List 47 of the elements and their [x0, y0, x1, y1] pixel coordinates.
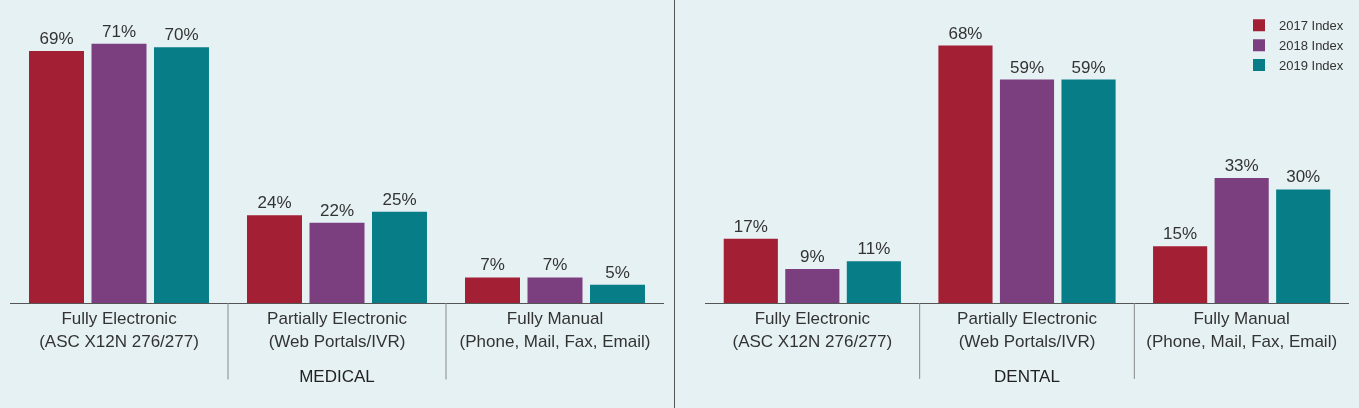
- bar: [1061, 79, 1116, 303]
- bar: [785, 268, 840, 303]
- data-label: 33%: [1224, 156, 1259, 176]
- data-label: 69%: [39, 28, 74, 48]
- legend-label: 2018 Index: [1279, 38, 1344, 54]
- x-axis-title: MEDICAL: [299, 366, 375, 386]
- data-label: 5%: [605, 262, 630, 282]
- data-label: 30%: [1286, 167, 1321, 187]
- x-tick-label: Fully Manual (Phone, Mail, Fax, Email): [459, 309, 651, 351]
- bar: [247, 215, 302, 303]
- data-label: 70%: [164, 25, 199, 45]
- bar: [154, 47, 209, 303]
- legend-label: 2017 Index: [1279, 18, 1344, 34]
- data-label: 11%: [857, 239, 891, 259]
- bar: [723, 238, 778, 303]
- bar: [999, 79, 1055, 303]
- bar: [29, 50, 84, 303]
- data-label: 7%: [542, 255, 568, 275]
- data-label: 22%: [319, 200, 355, 220]
- bar: [91, 43, 147, 303]
- data-label: 68%: [948, 23, 983, 43]
- data-label: 9%: [800, 246, 825, 266]
- x-tick-label: Partially Electronic (Web Portals/IVR): [267, 309, 408, 351]
- data-label: 59%: [1009, 57, 1045, 77]
- bar: [527, 277, 583, 303]
- bar: [465, 277, 520, 303]
- legend-label: 2019 Index: [1279, 58, 1344, 74]
- data-label: 7%: [480, 255, 505, 275]
- x-tick-label: Partially Electronic (Web Portals/IVR): [957, 309, 1098, 351]
- data-label: 71%: [101, 21, 137, 41]
- bar: [309, 222, 365, 303]
- x-axis-title: DENTAL: [994, 366, 1060, 386]
- bar: [590, 284, 645, 303]
- x-tick-label: Fully Manual (Phone, Mail, Fax, Email): [1146, 309, 1338, 351]
- data-label: 24%: [257, 193, 292, 213]
- bar: [372, 211, 427, 303]
- bar: [1153, 246, 1208, 303]
- data-label: 17%: [733, 216, 768, 236]
- data-label: 15%: [1163, 224, 1198, 244]
- bar: [1214, 178, 1269, 303]
- x-tick-label: Fully Electronic (ASC X12N 276/277): [39, 309, 199, 351]
- bar: [1276, 189, 1331, 303]
- data-label: 25%: [382, 189, 417, 209]
- data-label: 59%: [1071, 57, 1106, 77]
- x-tick-label: Fully Electronic (ASC X12N 276/277): [732, 309, 893, 351]
- bar: [938, 45, 993, 303]
- bar: [846, 261, 901, 303]
